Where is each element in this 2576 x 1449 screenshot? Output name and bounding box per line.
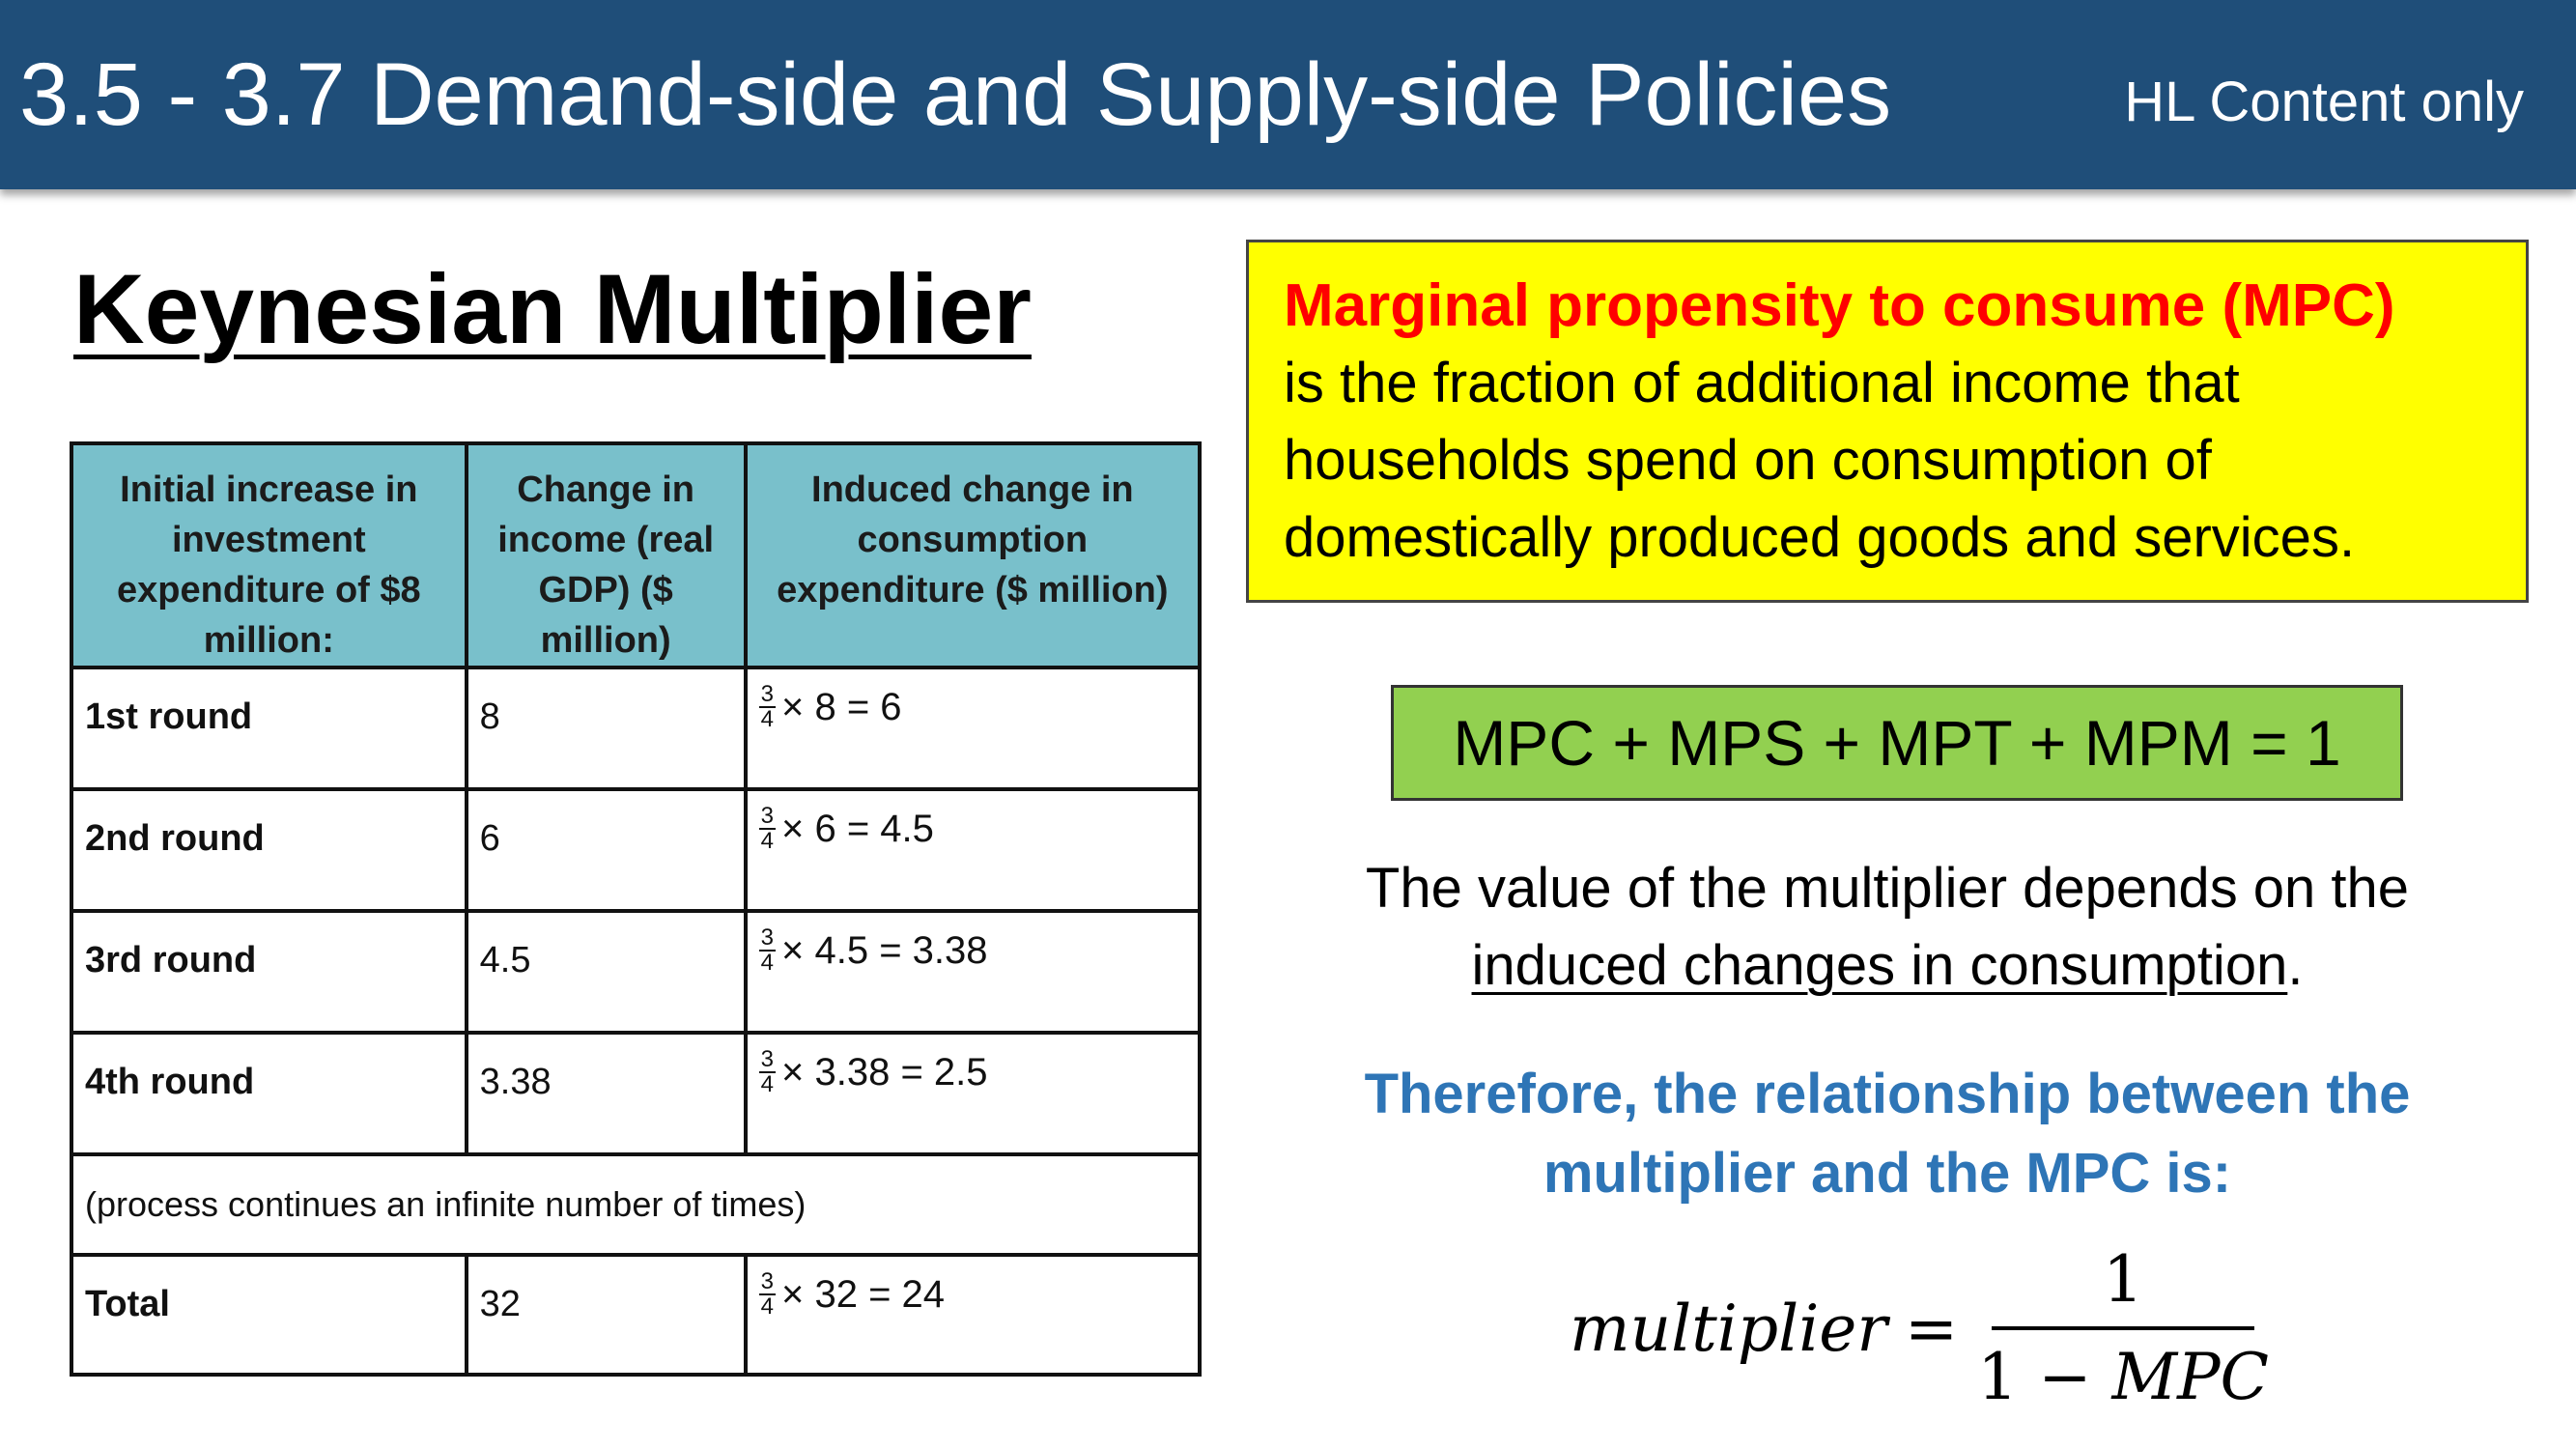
statement-line: multiplier and the MPC is:: [1543, 1142, 2232, 1205]
table-note-row: (process continues an infinite number of…: [70, 1152, 1202, 1257]
process-note: (process continues an infinite number of…: [70, 1152, 1202, 1257]
income-cell: 4.5: [464, 909, 748, 1035]
value-line: induced changes in consumption.: [1471, 934, 2304, 997]
round-label: 2nd round: [70, 787, 468, 913]
equals-sign: =: [1904, 1291, 1959, 1366]
equation-fraction: 1 1 − MPC: [1977, 1242, 2269, 1414]
multiplier-table: Initial increase in investment expenditu…: [70, 441, 1203, 1377]
value-line: The value of the multiplier depends on t…: [1365, 857, 2410, 920]
column-header: Change in income (real GDP) ($ million): [464, 441, 748, 669]
underlined-phrase: induced changes in consumption: [1471, 934, 2288, 997]
definition-line: is the fraction of additional income tha…: [1284, 352, 2240, 414]
denominator: 1 − MPC: [1977, 1340, 2269, 1414]
definition-line: households spend on consumption of: [1284, 429, 2212, 492]
multiplier-value-text: The value of the multiplier depends on t…: [1246, 850, 2529, 1005]
calc-text: × 6 = 4.5: [781, 807, 934, 850]
slide-subtitle: HL Content only: [2124, 71, 2524, 133]
section-heading: Keynesian Multiplier: [73, 254, 1032, 364]
round-label: 4th round: [70, 1031, 468, 1156]
relationship-statement: Therefore, the relationship between the …: [1246, 1055, 2529, 1213]
numerator: 1: [2103, 1242, 2144, 1317]
income-cell: 3.38: [464, 1031, 748, 1156]
income-cell: 8: [464, 666, 748, 791]
definition-line: domestically produced goods and services…: [1284, 506, 2356, 569]
identity-formula-box: MPC + MPS + MPT + MPM = 1: [1391, 685, 2403, 801]
table-header-row: Initial increase in investment expenditu…: [70, 441, 1203, 669]
column-header: Induced change in consumption expenditur…: [743, 441, 1203, 669]
column-header: Initial increase in investment expenditu…: [70, 441, 468, 669]
calc-text: × 4.5 = 3.38: [781, 928, 988, 972]
slide-title: 3.5 - 3.7 Demand-side and Supply-side Po…: [19, 45, 1892, 144]
round-label: 3rd round: [70, 909, 468, 1035]
title-bar: 3.5 - 3.7 Demand-side and Supply-side Po…: [0, 0, 2576, 189]
definition-term: Marginal propensity to consume (MPC): [1284, 272, 2395, 339]
equation-lhs: multiplier: [1570, 1291, 1887, 1366]
total-income-cell: 32: [464, 1253, 748, 1377]
calc-text: × 8 = 6: [781, 685, 902, 728]
multiplier-equation: multiplier = 1 1 − MPC: [1570, 1242, 2269, 1414]
income-cell: 6: [464, 787, 748, 913]
mpc-definition-box: Marginal propensity to consume (MPC) is …: [1246, 240, 2529, 603]
fraction-bar: [1992, 1326, 2255, 1330]
calc-text: × 32 = 24: [781, 1272, 946, 1316]
total-label: Total: [70, 1253, 468, 1377]
statement-line: Therefore, the relationship between the: [1364, 1063, 2411, 1125]
round-label: 1st round: [70, 666, 468, 791]
calc-text: × 3.38 = 2.5: [781, 1050, 988, 1094]
